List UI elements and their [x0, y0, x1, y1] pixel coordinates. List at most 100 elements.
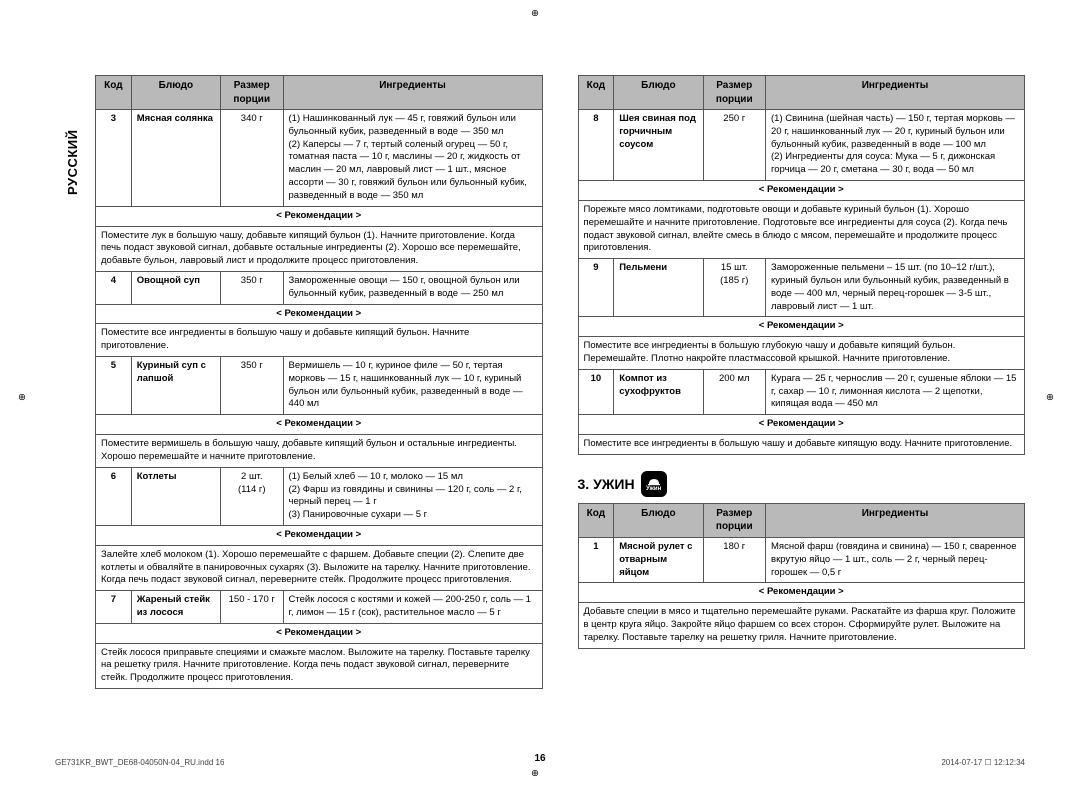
- ingr-cell: Курага — 25 г, чернослив — 20 г, сушеные…: [766, 369, 1025, 414]
- reco-text: Поместите вермишель в большую чашу, доба…: [96, 435, 543, 468]
- right-column: Код Блюдо Размер порции Ингредиенты 8Шея…: [578, 75, 1026, 689]
- reco-label: < Рекомендации >: [578, 317, 1025, 337]
- reco-text-row: Поместите вермишель в большую чашу, доба…: [96, 435, 543, 468]
- th-dish: Блюдо: [131, 76, 220, 110]
- ingr-cell: Мясной фарш (говядина и свинина) — 150 г…: [766, 537, 1025, 582]
- reco-text-row: Поместите все ингредиенты в большую чашу…: [96, 324, 543, 357]
- code-cell: 10: [578, 369, 614, 414]
- reco-header-row: < Рекомендации >: [578, 583, 1025, 603]
- size-cell: 250 г: [703, 110, 766, 181]
- reco-text-row: Поместите лук в большую чашу, добавьте к…: [96, 226, 543, 271]
- reco-text: Добавьте специи в мясо и тщательно перем…: [578, 603, 1025, 648]
- dish-cell: Пельмени: [614, 259, 703, 317]
- th-size: Размер порции: [221, 76, 284, 110]
- dish-cell: Котлеты: [131, 467, 220, 525]
- code-cell: 3: [96, 110, 132, 207]
- reco-header-row: < Рекомендации >: [96, 623, 543, 643]
- reco-text: Залейте хлеб молоком (1). Хорошо перемеш…: [96, 545, 543, 590]
- footer-right: 2014-07-17 ☐ 12:12:34: [941, 758, 1025, 767]
- table-row: 6Котлеты2 шт.(114 г)(1) Белый хлеб — 10 …: [96, 467, 543, 525]
- content-columns: Код Блюдо Размер порции Ингредиенты 3Мяс…: [55, 75, 1025, 689]
- page-number: 16: [534, 753, 545, 764]
- th-dish: Блюдо: [614, 503, 703, 537]
- reco-text: Поместите все ингредиенты в большую чашу…: [96, 324, 543, 357]
- section3-table: Код Блюдо Размер порции Ингредиенты 1Мяс…: [578, 503, 1026, 649]
- reco-label: < Рекомендации >: [96, 415, 543, 435]
- th-code: Код: [578, 503, 614, 537]
- code-cell: 4: [96, 271, 132, 304]
- footer-left: GE731KR_BWT_DE68-04050N-04_RU.indd 16: [55, 758, 224, 767]
- th-code: Код: [578, 76, 614, 110]
- dish-cell: Овощной суп: [131, 271, 220, 304]
- reco-header-row: < Рекомендации >: [96, 304, 543, 324]
- registration-mark-right: ⊕: [1046, 392, 1062, 408]
- code-cell: 7: [96, 591, 132, 624]
- reco-label: < Рекомендации >: [96, 206, 543, 226]
- reco-header-row: < Рекомендации >: [578, 415, 1025, 435]
- th-size: Размер порции: [703, 76, 766, 110]
- reco-header-row: < Рекомендации >: [96, 525, 543, 545]
- dinner-icon: Ужин: [641, 471, 667, 497]
- reco-text: Стейк лосося приправьте специями и смажь…: [96, 643, 543, 688]
- size-cell: 340 г: [221, 110, 284, 207]
- registration-mark-top: ⊕: [531, 8, 547, 24]
- table-row: 5Куриный суп с лапшой350 гВермишель — 10…: [96, 357, 543, 415]
- th-size: Размер порции: [703, 503, 766, 537]
- reco-header-row: < Рекомендации >: [96, 206, 543, 226]
- code-cell: 9: [578, 259, 614, 317]
- table-row: 4Овощной суп350 гЗамороженные овощи — 15…: [96, 271, 543, 304]
- size-cell: 350 г: [221, 271, 284, 304]
- table-row: 8Шея свиная под горчичным соусом250 г(1)…: [578, 110, 1025, 181]
- recipes-table-right: Код Блюдо Размер порции Ингредиенты 8Шея…: [578, 75, 1026, 455]
- code-cell: 5: [96, 357, 132, 415]
- reco-header-row: < Рекомендации >: [578, 181, 1025, 201]
- table-row: 3Мясная солянка340 г(1) Нашинкованный лу…: [96, 110, 543, 207]
- reco-text-row: Залейте хлеб молоком (1). Хорошо перемеш…: [96, 545, 543, 590]
- table-row: 7Жареный стейк из лосося150 - 170 гСтейк…: [96, 591, 543, 624]
- size-cell: 15 шт.(185 г): [703, 259, 766, 317]
- reco-label: < Рекомендации >: [578, 181, 1025, 201]
- th-ingr: Ингредиенты: [766, 503, 1025, 537]
- th-code: Код: [96, 76, 132, 110]
- reco-text: Порежьте мясо ломтиками, подготовьте ово…: [578, 200, 1025, 258]
- reco-label: < Рекомендации >: [578, 415, 1025, 435]
- dish-cell: Мясной рулет с отварным яйцом: [614, 537, 703, 582]
- ingr-cell: (1) Нашинкованный лук — 45 г, говяжий бу…: [283, 110, 542, 207]
- ingr-cell: Замороженные овощи — 150 г, овощной буль…: [283, 271, 542, 304]
- reco-label: < Рекомендации >: [96, 623, 543, 643]
- reco-text: Поместите все ингредиенты в большую глуб…: [578, 337, 1025, 370]
- table-row: 10Компот из сухофруктов200 млКурага — 25…: [578, 369, 1025, 414]
- th-ingr: Ингредиенты: [766, 76, 1025, 110]
- size-cell: 150 - 170 г: [221, 591, 284, 624]
- language-label: РУССКИЙ: [65, 130, 80, 196]
- code-cell: 6: [96, 467, 132, 525]
- size-cell: 350 г: [221, 357, 284, 415]
- reco-text-row: Порежьте мясо ломтиками, подготовьте ово…: [578, 200, 1025, 258]
- ingr-cell: Вермишель — 10 г, куриное филе — 50 г, т…: [283, 357, 542, 415]
- code-cell: 8: [578, 110, 614, 181]
- registration-mark-left: ⊕: [18, 392, 34, 408]
- code-cell: 1: [578, 537, 614, 582]
- reco-text: Поместите лук в большую чашу, добавьте к…: [96, 226, 543, 271]
- th-ingr: Ингредиенты: [283, 76, 542, 110]
- table-row: 9Пельмени15 шт.(185 г)Замороженные пельм…: [578, 259, 1025, 317]
- dish-cell: Компот из сухофруктов: [614, 369, 703, 414]
- reco-text-row: Поместите все ингредиенты в большую чашу…: [578, 435, 1025, 455]
- reco-header-row: < Рекомендации >: [96, 415, 543, 435]
- dish-cell: Жареный стейк из лосося: [131, 591, 220, 624]
- reco-text-row: Стейк лосося приправьте специями и смажь…: [96, 643, 543, 688]
- ingr-cell: Замороженные пельмени – 15 шт. (по 10–12…: [766, 259, 1025, 317]
- reco-header-row: < Рекомендации >: [578, 317, 1025, 337]
- ingr-cell: Стейк лосося с костями и кожей — 200-250…: [283, 591, 542, 624]
- size-cell: 2 шт.(114 г): [221, 467, 284, 525]
- reco-text-row: Поместите все ингредиенты в большую глуб…: [578, 337, 1025, 370]
- reco-label: < Рекомендации >: [578, 583, 1025, 603]
- dish-cell: Шея свиная под горчичным соусом: [614, 110, 703, 181]
- size-cell: 180 г: [703, 537, 766, 582]
- dish-cell: Мясная солянка: [131, 110, 220, 207]
- reco-text-row: Добавьте специи в мясо и тщательно перем…: [578, 603, 1025, 648]
- ingr-cell: (1) Свинина (шейная часть) — 150 г, терт…: [766, 110, 1025, 181]
- reco-text: Поместите все ингредиенты в большую чашу…: [578, 435, 1025, 455]
- ingr-cell: (1) Белый хлеб — 10 г, молоко — 15 мл(2)…: [283, 467, 542, 525]
- th-dish: Блюдо: [614, 76, 703, 110]
